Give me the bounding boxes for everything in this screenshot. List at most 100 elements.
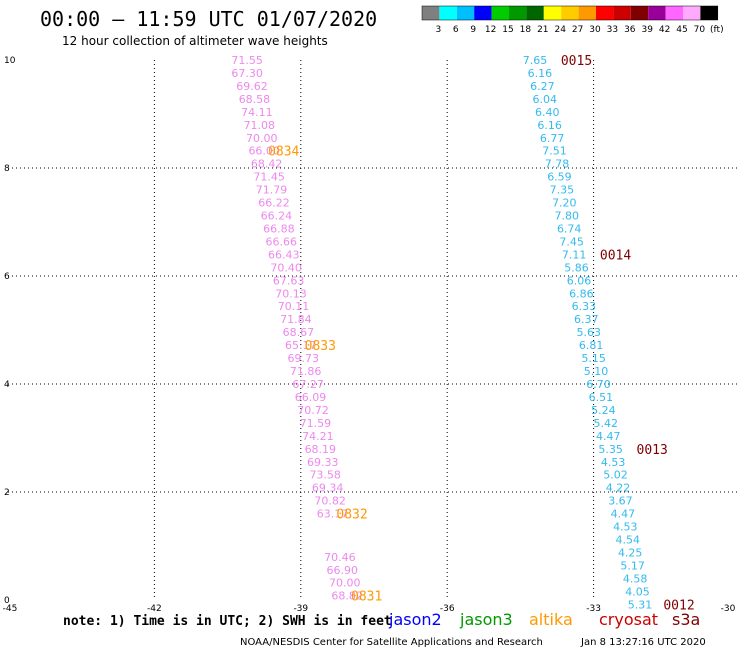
time-label: 0013 [637,443,668,458]
scale-label: 12 [485,25,496,35]
data-point: 7.65 [523,54,548,67]
data-point: 67.30 [231,67,263,80]
scale-swatch [630,6,649,20]
y-tick-label: 6 [4,272,10,282]
scale-label: 36 [624,25,636,35]
data-point: 67.27 [292,378,324,391]
data-point: 71.59 [300,417,332,430]
y-tick-label: 8 [4,164,10,174]
y-tick-label: 4 [4,380,10,390]
scale-swatch [596,6,614,20]
footer-timestamp: Jan 8 13:27:16 UTC 2020 [580,637,706,648]
legend-item: jason2 [388,610,442,629]
data-point: 4.47 [611,508,636,521]
data-point: 70.00 [329,577,361,590]
color-scale: 3 6 9 12 15 18 21 24 27 30 33 36 39 42 45 70 (ft) [421,5,724,35]
footer-note: note: 1) Time is in UTC; 2) SWH is in fe… [63,614,392,629]
data-point: 6.70 [586,378,611,391]
data-point: 66.43 [268,248,300,261]
scale-label: 30 [589,25,601,35]
scale-swatch [439,6,457,20]
time-label: 0014 [600,248,631,263]
data-point: 66.24 [261,210,293,223]
data-point: 6.37 [574,313,599,326]
data-point: 74.11 [241,106,273,119]
data-point: 69.73 [287,352,319,365]
data-point: 68.19 [305,443,337,456]
y-tick-label: 0 [4,596,10,606]
data-point: 4.47 [596,430,621,443]
footer-credit: NOAA/NESDIS Center for Satellite Applica… [240,637,543,648]
data-point: 5.15 [581,352,606,365]
data-point: 66.90 [327,564,359,577]
x-tick-label: -33 [586,604,601,614]
data-point: 7.51 [542,145,567,158]
x-tick-label: -36 [440,604,455,614]
scale-swatch [578,6,596,20]
data-point: 4.25 [618,546,643,559]
data-point: 71.84 [280,313,312,326]
scale-swatch [613,6,631,20]
data-point: 5.63 [576,326,601,339]
data-point: 7.45 [559,235,584,248]
chart-subtitle: 12 hour collection of altimeter wave hei… [62,34,328,48]
data-point: 63.17 [317,508,349,521]
scale-label: 42 [659,25,670,35]
scale-swatch [509,6,527,20]
data-point: 4.22 [606,482,631,495]
scale-label: 70 [694,25,706,35]
data-point: 71.08 [244,119,276,132]
data-point: 70.13 [275,287,307,300]
data-point: 71.79 [256,184,288,197]
data-point: 7.35 [550,184,575,197]
data-point: 69.62 [236,80,268,93]
data-point: 6.06 [567,274,592,287]
scale-label: 18 [520,25,532,35]
data-point: 6.59 [547,171,572,184]
data-point: 70.82 [314,495,346,508]
data-point: 5.86 [564,261,589,274]
scale-label: 21 [537,25,548,35]
data-point: 7.78 [545,158,570,171]
scale-label: 6 [453,25,459,35]
data-point: 66.22 [258,197,290,210]
data-point: 68.67 [283,326,315,339]
satellite-legend: jason2 jason3 altika cryosat s3a [388,610,700,629]
data-point: 5.17 [620,559,645,572]
scale-label: 15 [502,25,513,35]
data-point: 3.67 [608,495,633,508]
data-point: 5.24 [591,404,616,417]
data-point: 4.58 [623,572,648,585]
data-point: 6.16 [537,119,562,132]
data-point: 66.66 [266,235,298,248]
data-point: 6.81 [579,339,604,352]
scale-swatch [543,6,562,20]
scale-border [421,5,719,21]
scale-label: 9 [470,25,476,35]
data-point: 65.17 [285,339,317,352]
scale-label: (ft) [710,25,724,35]
scale-label: 24 [554,25,566,35]
time-label: 0831 [351,590,382,605]
data-point: 4.05 [625,585,650,598]
data-point: 4.53 [601,456,626,469]
data-point: 6.77 [540,132,565,145]
data-point: 66.09 [295,391,327,404]
scale-label: 27 [572,25,583,35]
scale-swatch [648,6,666,20]
data-point: 66.88 [263,222,295,235]
data-point: 4.54 [616,534,641,547]
legend-item: cryosat [599,610,658,629]
scale-label: 45 [676,25,687,35]
data-point: 5.42 [594,417,619,430]
time-label: 0834 [268,145,299,160]
legend-item: s3a [672,610,700,629]
data-point: 5.31 [628,598,653,611]
data-point: 70.40 [270,261,302,274]
time-labels: 0834 0833 0832 0831 0015 0014 0013 0012 [268,54,695,613]
data-point: 68.42 [251,158,283,171]
data-point: 71.45 [253,171,285,184]
scale-swatch [561,6,579,20]
data-point: 4.53 [613,521,638,534]
